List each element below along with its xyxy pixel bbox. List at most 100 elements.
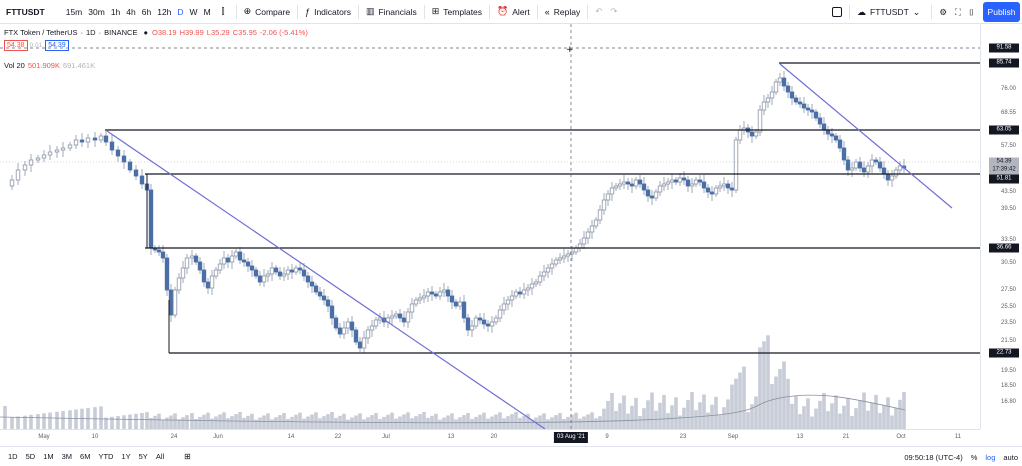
volume-bar (662, 394, 666, 429)
candle-body (609, 187, 615, 195)
volume-bar (890, 415, 894, 429)
volume-bar (818, 400, 822, 429)
interval-4h[interactable]: 4h (126, 6, 136, 17)
undo-icon: ↶ (595, 6, 603, 16)
bar-countdown-label: 17:39:42 (989, 165, 1019, 175)
volume-bar (322, 416, 326, 429)
interval-d[interactable]: D (177, 6, 184, 17)
range-all[interactable]: All (155, 452, 165, 461)
interval-6h[interactable]: 6h (141, 6, 152, 17)
volume-bar (622, 395, 626, 429)
candle-body (241, 259, 247, 263)
time-tick: 22 (334, 434, 342, 440)
publish-button[interactable]: Publish (983, 2, 1020, 22)
templates-button[interactable]: ⊞ Templates (428, 0, 486, 24)
range-5y[interactable]: 5Y (138, 452, 148, 461)
volume-bar (714, 396, 718, 429)
redo-button[interactable]: ↷ (606, 0, 621, 24)
function-icon: ƒ (305, 6, 311, 17)
financials-button[interactable]: ▥ Financials (362, 0, 421, 24)
candle-body (325, 299, 331, 307)
range-5d[interactable]: 5D (25, 452, 36, 461)
volume-bar (181, 417, 185, 429)
goto-date-button[interactable]: ⊞ (184, 452, 191, 461)
ohlc-high: H39.99 (179, 28, 204, 37)
candle-body (893, 169, 899, 177)
range-1d[interactable]: 1D (8, 452, 18, 461)
volume-bar (530, 419, 534, 429)
interval-1h[interactable]: 1h (110, 6, 121, 17)
volume-bar (742, 366, 746, 429)
range-6m[interactable]: 6M (80, 452, 91, 461)
divider (357, 4, 359, 19)
candle-body (309, 281, 315, 287)
candle-body (341, 327, 347, 335)
fullscreen-button[interactable]: ⛶ (951, 0, 965, 24)
candle-body (669, 179, 675, 183)
ohlc-open: O38.19 (151, 28, 177, 37)
range-3m[interactable]: 3M (61, 452, 73, 461)
interval-m[interactable]: M (203, 6, 211, 17)
interval-15m[interactable]: 15m (65, 6, 83, 17)
candle-body (393, 313, 399, 317)
candle-body (637, 179, 643, 185)
candle-body (453, 301, 459, 307)
indicators-button[interactable]: ƒ Indicators (301, 0, 355, 24)
price-tick: 21.50 (1000, 338, 1016, 344)
candle-body (233, 251, 239, 257)
candle-body (857, 161, 863, 169)
log-toggle[interactable]: log (985, 452, 996, 462)
compare-button[interactable]: ⊕ Compare (240, 0, 295, 24)
undo-button[interactable]: ↶ (591, 0, 606, 24)
candle-body (573, 247, 579, 253)
buy-price-button[interactable]: 54.39 (45, 40, 69, 51)
chart-pane[interactable]: + (0, 24, 980, 429)
candle-body (733, 139, 739, 191)
volume-bar (153, 415, 157, 429)
candlestick-chart[interactable]: + (0, 24, 980, 429)
snapshot-button[interactable]: ⌷ (965, 0, 978, 24)
alert-button[interactable]: ⏰ Alert (493, 0, 534, 24)
price-axis[interactable]: 76.0068.5562.5057.5047.5043.5039.5033.50… (980, 24, 1022, 429)
settings-button[interactable]: ⚙ (935, 0, 951, 24)
volume-bar (226, 418, 230, 429)
replay-button[interactable]: «Replay (541, 0, 584, 24)
layout-save-button[interactable]: ☁ FTTUSDT ⌄ (853, 0, 928, 24)
volume-bar (830, 403, 834, 429)
volume-bar (562, 418, 566, 429)
candle-body (193, 255, 199, 263)
volume-bar (850, 416, 854, 429)
symbol-search-button[interactable]: FTTUSDT (6, 6, 45, 17)
volume-bar (878, 413, 882, 429)
volume-bar (782, 361, 786, 429)
range-1m[interactable]: 1M (43, 452, 54, 461)
candle-body (333, 317, 339, 329)
time-tick: 10 (91, 434, 99, 440)
range-1y[interactable]: 1Y (121, 452, 131, 461)
divider (931, 5, 933, 19)
candle-body (421, 295, 427, 299)
interval-12h[interactable]: 12h (157, 6, 172, 17)
interval-w[interactable]: W (189, 6, 198, 17)
volume-bar (822, 392, 826, 429)
volume-bar (602, 408, 606, 429)
candle-body (841, 147, 847, 161)
crosshair-price-label: 91.58 (989, 43, 1019, 53)
time-axis[interactable]: 03 Aug '21 May 10 24 Jun 14 22 Jul 13 20 9 23 Sep 13… (0, 429, 980, 446)
percent-toggle[interactable]: % (970, 452, 978, 462)
volume-bar (198, 416, 202, 429)
volume-bar (510, 414, 514, 429)
range-ytd[interactable]: YTD (98, 452, 114, 461)
interval-30m[interactable]: 30m (88, 6, 105, 17)
volume-bar (574, 412, 578, 429)
candle-body (653, 191, 659, 199)
sell-price-button[interactable]: 54.38 (4, 40, 28, 51)
candle-body (853, 161, 859, 169)
clock-display[interactable]: 09:50:18 (UTC-4) (904, 452, 963, 462)
level-price-label: 36.66 (989, 243, 1019, 253)
candle-body (885, 173, 891, 181)
bar-style-button[interactable]: ⫿ (218, 0, 233, 24)
layout-toggle-button[interactable] (828, 0, 846, 24)
auto-toggle[interactable]: auto (1003, 452, 1018, 462)
volume-bar (638, 416, 642, 429)
